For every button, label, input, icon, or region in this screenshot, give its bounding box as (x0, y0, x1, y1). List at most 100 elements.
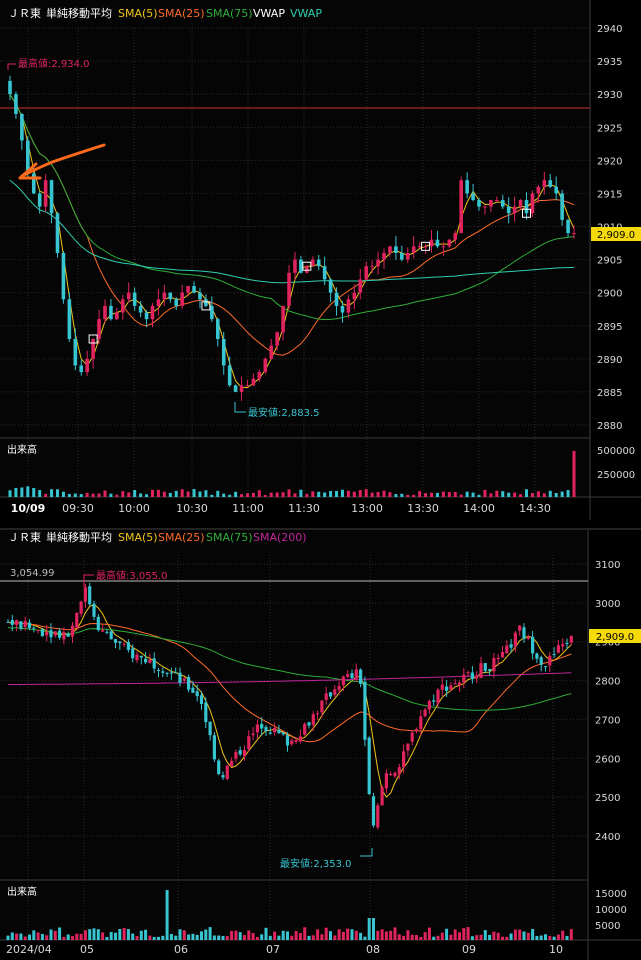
daily-candle (303, 723, 307, 735)
intraday-candle (257, 372, 262, 379)
daily-candle (187, 677, 191, 690)
intraday-volume-bar (536, 491, 540, 497)
daily-volume-bar (273, 931, 277, 940)
daily-candle (225, 765, 229, 780)
daily-candle (230, 760, 234, 767)
daily-candle (221, 775, 225, 778)
daily-candle (543, 666, 548, 668)
daily-volume-bar (165, 890, 169, 940)
intraday-candle (49, 180, 54, 214)
daily-volume-bar (548, 935, 552, 940)
intraday-candle (150, 305, 155, 320)
daily-current-price: 2,909.0 (596, 632, 634, 643)
intraday-x-tick: 10:00 (118, 502, 150, 515)
intraday-candle (471, 193, 475, 201)
daily-candle (165, 672, 169, 674)
daily-candle (191, 687, 195, 693)
daily-candle (131, 648, 135, 659)
intraday-plot-area[interactable] (0, 0, 590, 497)
intraday-volume-bar (44, 493, 48, 497)
intraday-volume-bar (210, 494, 214, 497)
intraday-x-tick: 10/09 (11, 502, 46, 515)
legend-sma25[interactable]: SMA(25) (158, 7, 205, 20)
daily-volume-bar (303, 927, 307, 940)
daily-candle (384, 773, 388, 789)
intraday-x-tick: 14:30 (519, 502, 551, 515)
daily-x-tick: 2024/04 (6, 943, 52, 956)
daily-high-label: 最高値:3,055.0 (96, 569, 168, 582)
daily-candle (204, 702, 208, 723)
daily-y-tick: 2700 (595, 715, 620, 726)
daily-legend-sma75[interactable]: SMA(75) (206, 531, 253, 544)
daily-volume-bar (389, 930, 393, 940)
daily-candle (500, 651, 505, 658)
intraday-volume-bar (121, 491, 125, 497)
intraday-volume-bar (228, 494, 232, 497)
daily-volume-bar (281, 930, 285, 940)
daily-volume-bar (346, 928, 350, 940)
intraday-volume-bar (240, 494, 244, 497)
legend-vwap-1[interactable]: VWAP (253, 7, 285, 20)
intraday-volume-bar (323, 492, 327, 497)
daily-candle (419, 716, 423, 729)
daily-volume-bar (148, 935, 152, 940)
daily-volume-bar (372, 918, 375, 940)
intraday-volume-bar (424, 493, 428, 497)
panel-separator (0, 520, 641, 529)
daily-candle (260, 723, 264, 729)
daily-legend-sma5[interactable]: SMA(5) (118, 531, 158, 544)
intraday-candle (554, 186, 558, 194)
intraday-volume-bar (435, 492, 439, 497)
intraday-volume-bar (465, 491, 469, 497)
daily-volume-bar (311, 935, 315, 940)
intraday-volume-bar (222, 493, 226, 497)
daily-volume-bar (458, 932, 461, 940)
intraday-candle (121, 299, 125, 313)
daily-plot-area[interactable] (0, 530, 588, 940)
daily-candle (161, 671, 165, 673)
daily-candle (376, 805, 380, 828)
daily-candle (49, 630, 53, 638)
daily-candle (152, 658, 156, 669)
legend-sma5[interactable]: SMA(5) (118, 7, 158, 20)
daily-legend-sma25[interactable]: SMA(25) (158, 531, 205, 544)
daily-volume-bar (496, 932, 500, 940)
intraday-volume-bar (317, 491, 321, 497)
daily-candle (109, 631, 113, 640)
daily-chart-panel: ＪＲ東 単純移動平均 SMA(5) SMA(25) SMA(75) SMA(20… (0, 530, 641, 960)
daily-volume-bar (221, 935, 225, 940)
intraday-y-tick: 2905 (597, 256, 622, 267)
daily-volume-bar (191, 933, 195, 940)
daily-volume-bar (105, 936, 109, 940)
daily-candle (281, 732, 285, 735)
daily-volume-tick: 10000 (595, 905, 627, 916)
daily-volume-bar (49, 929, 53, 940)
intraday-volume-bar (299, 489, 303, 497)
daily-legend-sma200[interactable]: SMA(200) (253, 531, 307, 544)
daily-y-tick: 2900 (595, 638, 620, 649)
daily-volume-bar (234, 930, 238, 940)
daily-volume-bar (453, 929, 457, 940)
daily-candle (316, 713, 320, 715)
daily-volume-bar (6, 935, 10, 940)
daily-candle (195, 691, 199, 697)
intraday-indicator-name: 単純移動平均 (46, 6, 112, 20)
intraday-volume-axis: 500000 250000 (597, 446, 635, 481)
intraday-chart-panel: ＪＲ東 単純移動平均 SMA(5) SMA(25) SMA(75) VWAP V… (0, 0, 641, 520)
daily-candle (118, 641, 122, 644)
daily-volume-label: 出来高 (7, 885, 37, 898)
intraday-y-tick: 2940 (597, 24, 622, 35)
intraday-candle (180, 292, 184, 306)
intraday-candle (429, 239, 434, 247)
intraday-volume-bar (245, 493, 249, 497)
daily-candle (509, 644, 513, 648)
daily-volume-bar (376, 930, 380, 940)
daily-volume-bar (225, 936, 229, 940)
daily-candle (389, 773, 393, 775)
intraday-candle (251, 378, 256, 386)
legend-sma75[interactable]: SMA(75) (206, 7, 253, 20)
intraday-volume-bar (459, 494, 463, 497)
legend-vwap-2[interactable]: VWAP (290, 7, 322, 20)
daily-candle (466, 672, 470, 674)
daily-volume-bar (174, 935, 178, 940)
